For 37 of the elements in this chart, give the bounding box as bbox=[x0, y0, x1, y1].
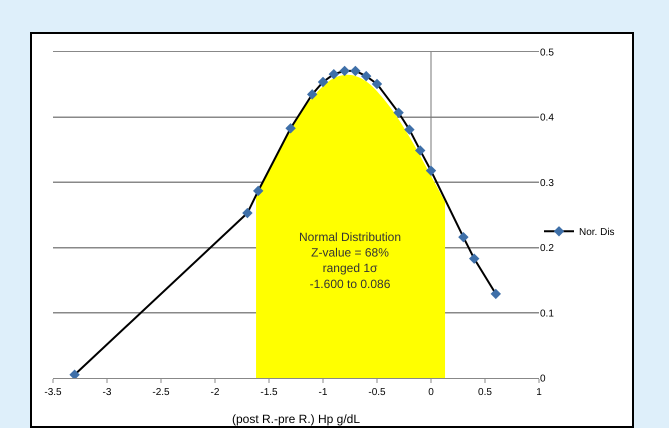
point bbox=[307, 89, 318, 100]
point bbox=[350, 66, 361, 76]
point bbox=[318, 76, 328, 88]
point bbox=[339, 66, 350, 76]
y-tick-label: 0.1 bbox=[540, 308, 554, 320]
y-tick-label: 0.3 bbox=[540, 178, 554, 189]
y-tick-label: 0 bbox=[540, 374, 546, 384]
point bbox=[361, 70, 372, 82]
point bbox=[69, 370, 80, 378]
x-tick-label: 1 bbox=[536, 387, 542, 398]
y-tick-label: 0.5 bbox=[540, 48, 554, 58]
point bbox=[415, 145, 426, 156]
x-tick-label: -3 bbox=[102, 387, 112, 398]
point bbox=[242, 208, 253, 218]
x-tick-label: -2.5 bbox=[152, 387, 170, 398]
annotation: Normal Distribution Z-value = 68% ranged 1σ -1.600 to 0.086 bbox=[299, 230, 402, 291]
x-tick-label: -1.5 bbox=[260, 387, 278, 398]
x-tick-label: -1 bbox=[318, 387, 328, 398]
point bbox=[469, 253, 480, 264]
point bbox=[328, 68, 339, 80]
x-axis-title: (post R.-pre R.) Hp g/dL bbox=[232, 412, 360, 426]
point bbox=[490, 288, 501, 300]
x-tick-label: 0.5 bbox=[478, 387, 492, 398]
legend-label: Nor. Dis bbox=[579, 227, 615, 238]
y-tick-label: 0.2 bbox=[540, 243, 554, 254]
x-tick-label: 0 bbox=[428, 387, 434, 398]
point bbox=[404, 124, 415, 135]
point bbox=[372, 78, 382, 90]
x-tick-label: -3.5 bbox=[44, 387, 62, 398]
point bbox=[285, 123, 296, 134]
x-tick-label: -0.5 bbox=[368, 387, 386, 398]
point bbox=[253, 186, 264, 196]
point bbox=[393, 107, 404, 118]
y-tick-label: 0.4 bbox=[540, 112, 554, 124]
point bbox=[458, 232, 469, 242]
x-tick-label: -2 bbox=[210, 387, 220, 398]
point bbox=[426, 165, 436, 176]
